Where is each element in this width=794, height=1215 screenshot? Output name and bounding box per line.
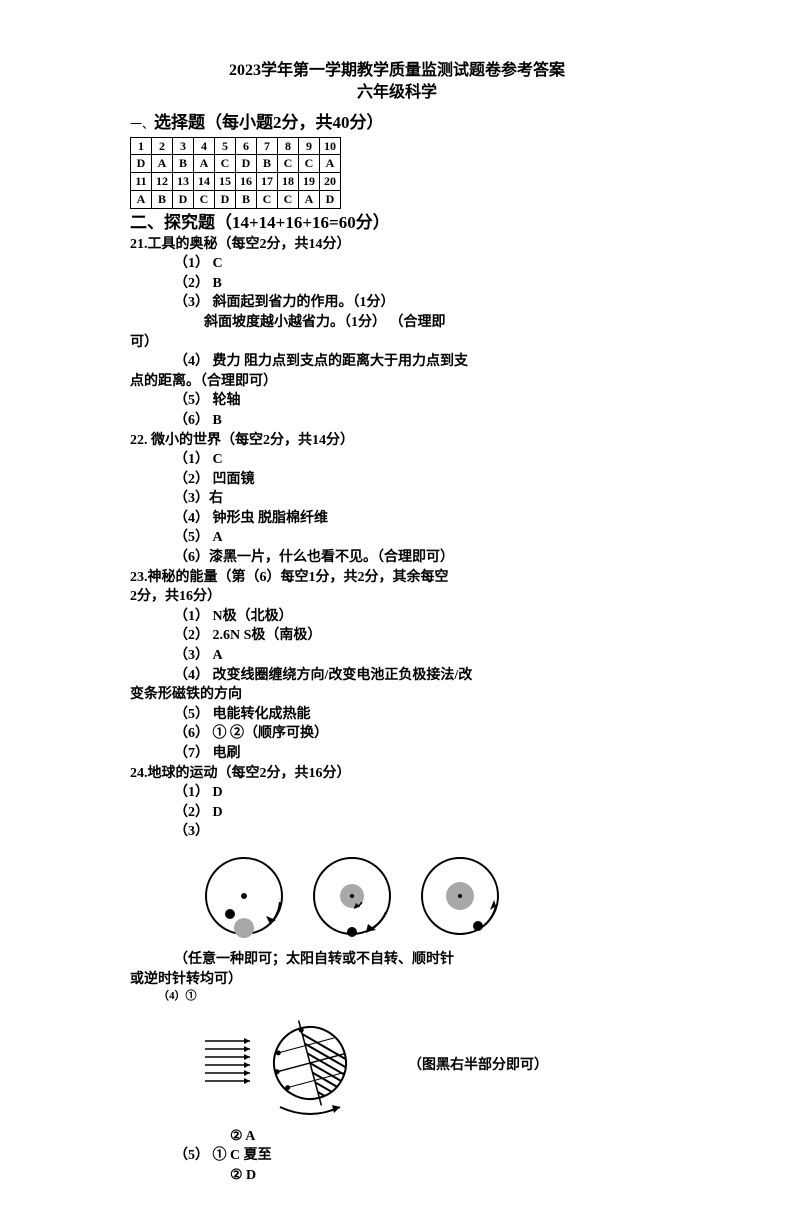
q22-title: 22. 微小的世界（每空2分，共14分）: [130, 431, 664, 451]
orbit-diagram-2-icon: [308, 852, 396, 940]
page-subtitle: 六年级科学: [130, 82, 664, 104]
q21-4a: （4） 费力 阻力点到支点的距离大于用力点到支: [130, 352, 664, 372]
q24-note2: 或逆时针转均可）: [130, 970, 664, 990]
q23-1: （1） N极（北极）: [130, 607, 664, 627]
mc-answer-table: 12345678910 DABACDBCCA 11121314151617181…: [130, 137, 341, 209]
orbit-diagram-row: [130, 852, 664, 940]
q23-title: 23.神秘的能量（第（6）每空1分，共2分，其余每空: [130, 568, 664, 588]
q22-3: （3）右: [130, 489, 664, 509]
table-row: 11121314151617181920: [131, 173, 341, 191]
q22-4: （4） 钟形虫 脱脂棉纤维: [130, 509, 664, 529]
q24-note: （任意一种即可；太阳自转或不自转、顺时针: [130, 950, 664, 970]
q23-3: （3） A: [130, 646, 664, 666]
table-row: DABACDBCCA: [131, 155, 341, 173]
q21-3b: 斜面坡度越小越省力。（1分） （合理即: [130, 313, 664, 333]
q21-title: 21.工具的奥秘（每空2分，共14分）: [130, 235, 664, 255]
q21-3c: 可）: [130, 333, 664, 353]
q24-1: （1） D: [130, 783, 664, 803]
q22-1: （1） C: [130, 450, 664, 470]
page-title: 2023学年第一学期教学质量监测试题卷参考答案: [130, 60, 664, 82]
q24-4-label: （4）①: [130, 989, 664, 1004]
q23-6: （6） ① ②（顺序可换）: [130, 724, 664, 744]
orbit-diagram-3-icon: [416, 852, 504, 940]
q21-6: （6） B: [130, 411, 664, 431]
globe-diagram-icon: [200, 1011, 400, 1121]
q21-2: （2） B: [130, 274, 664, 294]
q22-6: （6）漆黑一片，什么也看不见。（合理即可）: [130, 548, 664, 568]
q23-7: （7） 电刷: [130, 744, 664, 764]
orbit-diagram-1-icon: [200, 852, 288, 940]
section2-heading: 二、探究题（14+14+16+16=60分）: [130, 211, 664, 235]
table-row: ABDCDBCCAD: [131, 190, 341, 208]
q24-title: 24.地球的运动（每空2分，共16分）: [130, 764, 664, 784]
q23-5: （5） 电能转化成热能: [130, 705, 664, 725]
q23-4b: 变条形磁铁的方向: [130, 685, 664, 705]
table-row: 12345678910: [131, 137, 341, 155]
q21-1: （1） C: [130, 254, 664, 274]
q24-4-2: ② A: [130, 1127, 664, 1147]
q21-4b: 点的距离。（合理即可）: [130, 372, 664, 392]
q23-2: （2） 2.6N S极（南极）: [130, 626, 664, 646]
q23-4a: （4） 改变线圈缠绕方向/改变电池正负极接法/改: [130, 666, 664, 686]
q21-3a: （3） 斜面起到省力的作用。（1分）: [130, 293, 664, 313]
section1-heading: 一、选择题（每小题2分，共40分）: [130, 111, 664, 135]
q24-5: （5） ① C 夏至: [130, 1146, 664, 1166]
q24-2: （2） D: [130, 803, 664, 823]
q24-5-2: ② D: [130, 1166, 664, 1186]
exam-answer-page: 2023学年第一学期教学质量监测试题卷参考答案 六年级科学 一、选择题（每小题2…: [0, 0, 794, 1215]
globe-diagram-wrap: （图黑右半部分即可）: [130, 1011, 664, 1121]
q22-5: （5） A: [130, 528, 664, 548]
q22-2: （2） 凹面镜: [130, 470, 664, 490]
q24-3: （3）: [130, 822, 664, 842]
q21-5: （5） 轮轴: [130, 391, 664, 411]
globe-note: （图黑右半部分即可）: [408, 1056, 548, 1076]
q23-title2: 2分，共16分）: [130, 587, 664, 607]
